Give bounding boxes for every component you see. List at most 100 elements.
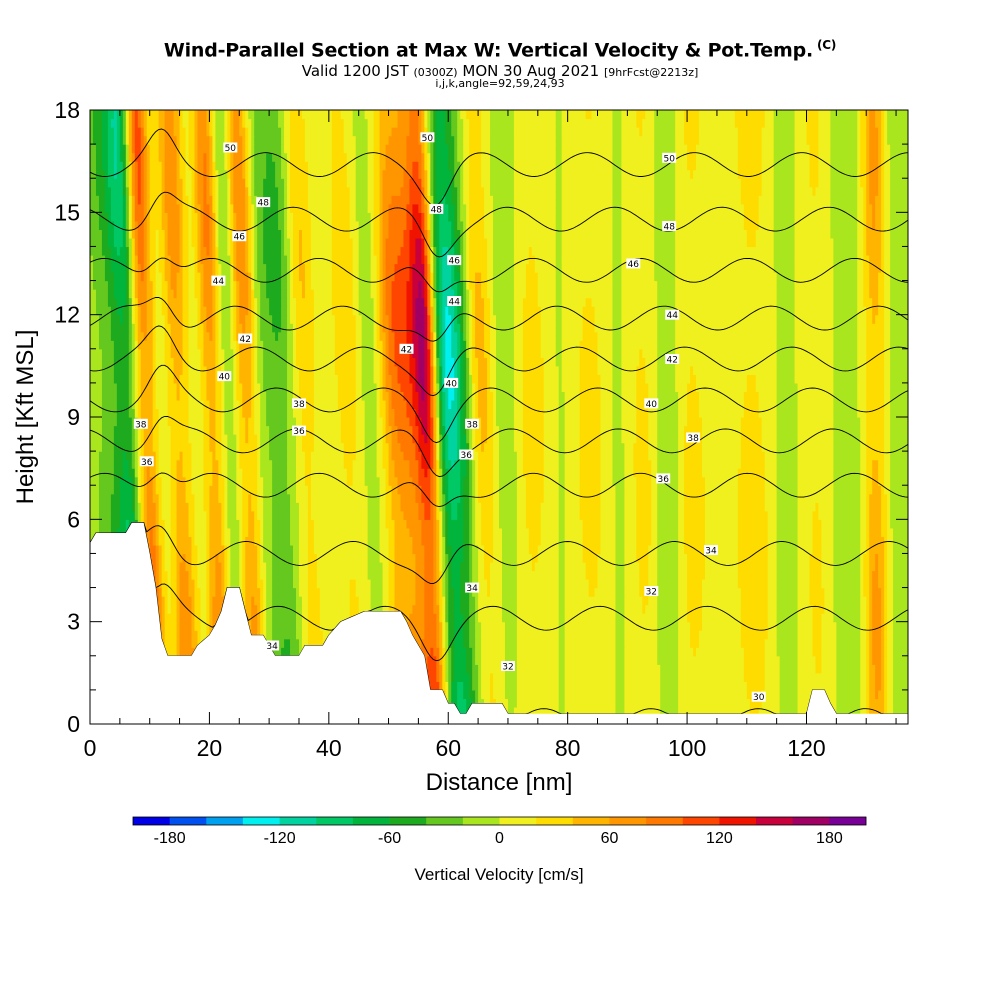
velocity-cell bbox=[764, 451, 778, 461]
velocity-cell bbox=[463, 246, 467, 256]
velocity-cell bbox=[233, 272, 237, 282]
velocity-cell bbox=[227, 553, 231, 563]
velocity-cell bbox=[528, 254, 536, 265]
velocity-cell bbox=[200, 246, 208, 256]
velocity-cell bbox=[254, 246, 258, 256]
velocity-cell bbox=[615, 613, 625, 623]
velocity-cell bbox=[442, 417, 446, 427]
velocity-cell bbox=[833, 365, 858, 375]
velocity-cell bbox=[797, 655, 817, 665]
velocity-cell bbox=[272, 596, 297, 606]
velocity-cell bbox=[881, 613, 885, 623]
velocity-cell bbox=[382, 417, 387, 427]
velocity-cell bbox=[513, 263, 527, 273]
velocity-cell bbox=[379, 254, 384, 265]
velocity-cell bbox=[463, 613, 470, 623]
velocity-cell bbox=[287, 272, 291, 282]
velocity-cell bbox=[98, 502, 112, 512]
velocity-cell bbox=[227, 229, 231, 239]
velocity-cell bbox=[221, 272, 231, 282]
velocity-cell bbox=[170, 502, 178, 512]
velocity-cell bbox=[415, 408, 419, 418]
velocity-cell bbox=[833, 408, 858, 418]
velocity-cell bbox=[310, 272, 333, 282]
velocity-cell bbox=[248, 621, 252, 631]
velocity-cell bbox=[600, 408, 614, 418]
velocity-cell bbox=[451, 280, 458, 290]
velocity-cell bbox=[678, 417, 688, 427]
velocity-cell bbox=[469, 289, 473, 299]
velocity-cell bbox=[481, 502, 494, 512]
velocity-cell bbox=[579, 382, 602, 393]
velocity-cell bbox=[197, 297, 202, 307]
velocity-cell bbox=[212, 604, 225, 614]
velocity-cell bbox=[833, 254, 858, 265]
velocity-cell bbox=[385, 348, 390, 358]
velocity-cell bbox=[881, 655, 885, 665]
velocity-cell bbox=[191, 476, 205, 486]
velocity-cell bbox=[794, 365, 834, 375]
velocity-cell bbox=[287, 374, 294, 384]
velocity-cell bbox=[439, 502, 443, 512]
velocity-cell bbox=[860, 664, 867, 674]
velocity-cell bbox=[884, 544, 888, 555]
velocity-cell bbox=[516, 621, 560, 631]
velocity-cell bbox=[131, 263, 136, 273]
velocity-cell bbox=[313, 314, 336, 324]
velocity-cell bbox=[448, 604, 455, 614]
velocity-cell bbox=[525, 280, 539, 290]
velocity-cell bbox=[137, 331, 145, 341]
velocity-cell bbox=[182, 297, 190, 307]
velocity-cell bbox=[290, 314, 297, 324]
velocity-cell bbox=[675, 229, 748, 239]
velocity-cell bbox=[376, 382, 381, 393]
velocity-cell bbox=[448, 553, 452, 563]
velocity-cell bbox=[143, 237, 148, 248]
velocity-cell bbox=[648, 579, 658, 589]
velocity-cell bbox=[415, 596, 425, 606]
velocity-cell bbox=[248, 527, 255, 537]
velocity-cell bbox=[388, 459, 396, 469]
velocity-cell bbox=[128, 331, 133, 341]
velocity-cell bbox=[621, 272, 655, 282]
velocity-cell bbox=[388, 220, 408, 230]
velocity-cell bbox=[463, 485, 470, 495]
velocity-cell bbox=[221, 408, 225, 418]
velocity-cell bbox=[248, 237, 252, 248]
velocity-cell bbox=[182, 468, 193, 478]
velocity-cell bbox=[245, 314, 252, 324]
velocity-cell bbox=[636, 417, 649, 427]
velocity-cell bbox=[257, 374, 264, 384]
velocity-cell bbox=[188, 570, 193, 580]
velocity-cell bbox=[764, 647, 778, 657]
velocity-cell bbox=[499, 502, 518, 512]
velocity-cell bbox=[651, 536, 658, 546]
velocity-cell bbox=[794, 357, 834, 367]
velocity-cell bbox=[239, 297, 249, 307]
velocity-cell bbox=[445, 425, 458, 435]
velocity-cell bbox=[379, 510, 387, 520]
velocity-cell bbox=[484, 306, 491, 316]
velocity-cell bbox=[466, 331, 470, 341]
velocity-cell bbox=[415, 587, 425, 597]
velocity-cell bbox=[203, 399, 211, 410]
velocity-cell bbox=[528, 536, 542, 546]
velocity-cell bbox=[134, 306, 139, 316]
velocity-cell bbox=[564, 408, 581, 418]
velocity-cell bbox=[236, 365, 240, 375]
velocity-cell bbox=[209, 331, 214, 341]
velocity-cell bbox=[90, 417, 103, 427]
velocity-cell bbox=[179, 220, 184, 230]
velocity-cell bbox=[836, 647, 861, 657]
velocity-cell bbox=[122, 306, 130, 316]
velocity-cell bbox=[463, 391, 467, 401]
velocity-cell bbox=[236, 280, 240, 290]
velocity-cell bbox=[884, 442, 891, 452]
velocity-cell bbox=[493, 536, 503, 546]
velocity-cell bbox=[290, 536, 300, 546]
velocity-cell bbox=[445, 519, 449, 529]
velocity-cell bbox=[702, 604, 742, 614]
velocity-cell bbox=[376, 289, 381, 299]
velocity-cell bbox=[113, 468, 124, 478]
velocity-cell bbox=[561, 348, 581, 358]
